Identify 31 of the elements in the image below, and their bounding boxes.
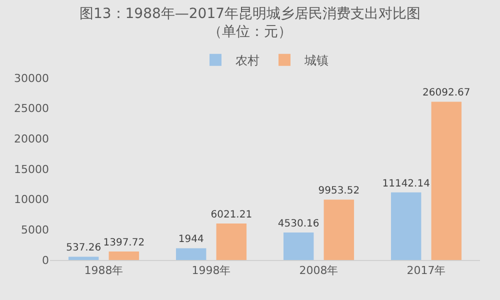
chart-subtitle: （单位：元）: [208, 24, 292, 40]
bar: [176, 248, 206, 260]
data-label: 11142.14: [382, 178, 430, 190]
data-label: 1397.72: [103, 238, 145, 249]
y-tick-label: 0: [42, 254, 49, 267]
bar: [216, 223, 247, 260]
data-label: 537.26: [66, 242, 102, 254]
legend-label: 城镇: [304, 54, 328, 68]
x-tick-label: 1998年: [192, 264, 231, 278]
y-tick-label: 10000: [14, 193, 49, 206]
y-tick-label: 30000: [14, 72, 49, 85]
data-label: 4530.16: [278, 218, 320, 230]
bar: [431, 102, 462, 260]
bar: [283, 232, 314, 260]
bar: [324, 200, 354, 260]
bar: [390, 192, 422, 260]
x-tick-label: 1988年: [84, 264, 124, 278]
x-tick-label: 2017年: [406, 264, 446, 278]
bar: [108, 252, 140, 260]
y-tick-label: 15000: [14, 162, 49, 176]
y-tick-label: 5000: [21, 224, 49, 237]
data-label: 1944: [178, 234, 204, 246]
legend-label: 农村: [236, 54, 260, 68]
x-tick-label: 2008年: [299, 264, 338, 278]
y-tick-label: 25000: [14, 102, 49, 116]
data-label: 9953.52: [318, 186, 360, 197]
data-label: 6021.21: [210, 209, 252, 220]
chart-title: 图13：1988年—2017年昆明城乡居民消费支出对比图: [79, 6, 421, 22]
y-tick-label: 20000: [14, 132, 49, 146]
data-label: 26092.67: [422, 88, 470, 99]
bar: [68, 256, 99, 260]
